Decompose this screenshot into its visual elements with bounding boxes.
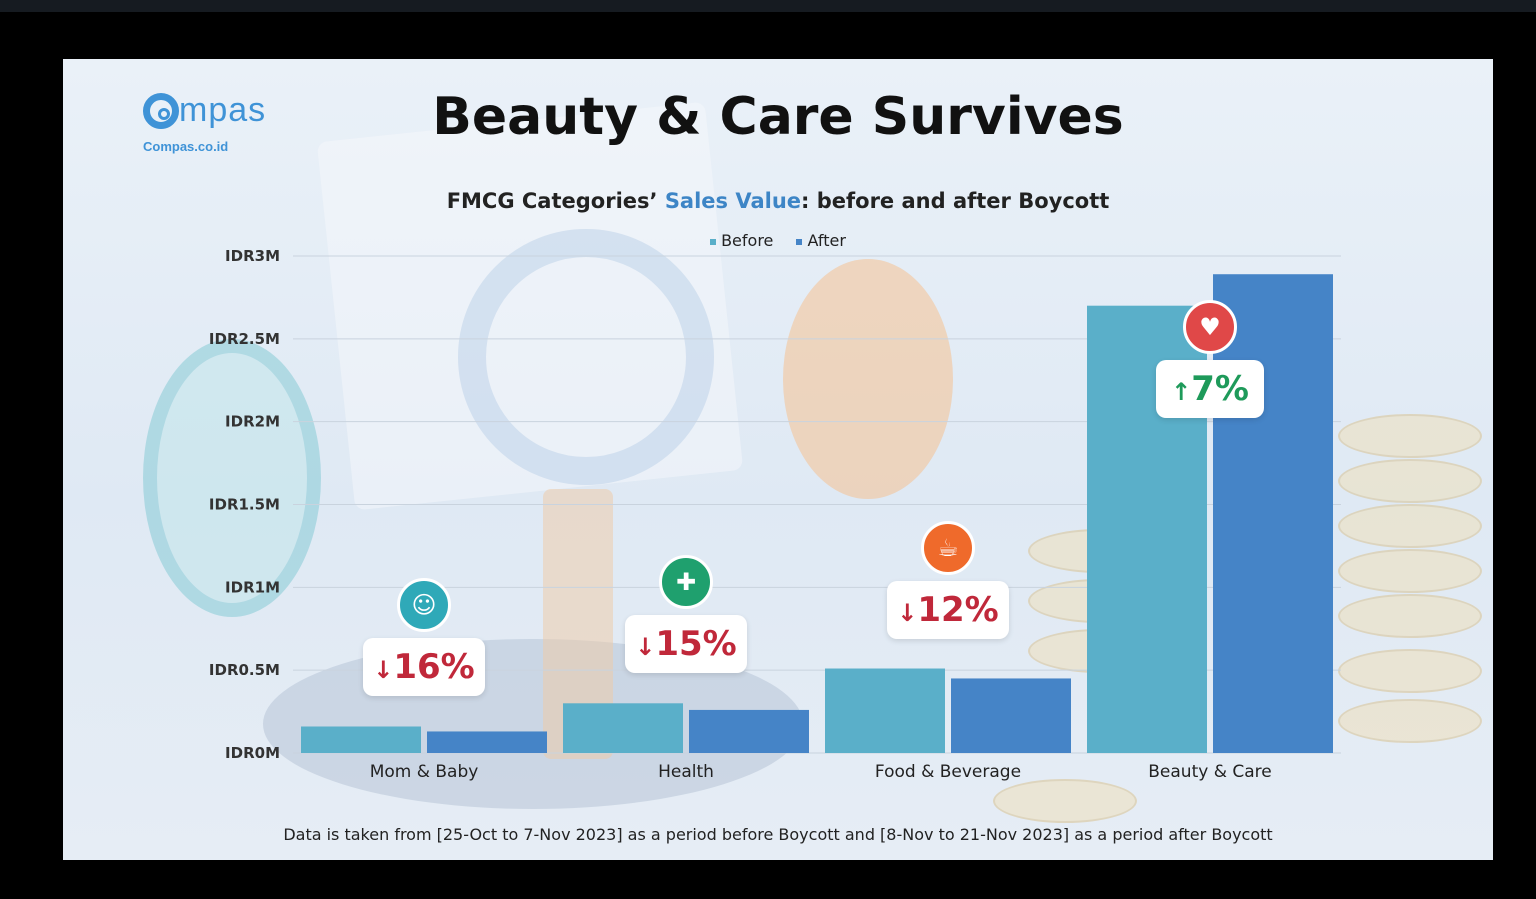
change-badge: ↓12% (887, 580, 1009, 639)
chart-legend: Before After (63, 231, 1493, 250)
background-megaphone-right (783, 259, 953, 499)
x-tick-label: Mom & Baby (370, 762, 479, 782)
y-tick-label: IDR2.5M (209, 330, 280, 348)
arrow-down-icon: ↓ (635, 633, 656, 662)
health-icon: ✚ (659, 555, 713, 610)
bar-before (563, 703, 683, 753)
bar-before (825, 668, 945, 753)
legend-item-before: Before (710, 231, 773, 250)
legend-swatch-before (710, 238, 717, 245)
background-coin (1338, 594, 1482, 638)
arrow-down-icon: ↓ (373, 656, 394, 685)
background-coin (1338, 414, 1482, 458)
bar-after (1213, 274, 1333, 753)
y-tick-label: IDR0.5M (209, 661, 280, 679)
background-coin (1338, 699, 1482, 743)
legend-label-after: After (807, 231, 846, 250)
bar-after (689, 709, 809, 753)
legend-swatch-after (796, 238, 803, 245)
food-icon: ☕ (921, 520, 975, 575)
y-tick-label: IDR1M (225, 578, 280, 596)
bar-after (427, 731, 547, 753)
background-coin (1338, 649, 1482, 693)
y-tick-label: IDR0M (225, 744, 280, 762)
bar-before (301, 726, 421, 753)
bar-after (951, 678, 1071, 753)
change-badge: ↑7% (1156, 359, 1264, 418)
x-tick-label: Food & Beverage (875, 762, 1021, 782)
change-percent: 7% (1191, 368, 1249, 409)
background-coin (1338, 549, 1482, 593)
logo-wordmark: mpas (179, 91, 267, 129)
subtitle-suffix: : before and after Boycott (801, 189, 1110, 213)
background-coin (993, 779, 1137, 823)
change-percent: 15% (655, 624, 737, 665)
arrow-up-icon: ↑ (1171, 377, 1192, 406)
legend-label-before: Before (721, 231, 774, 250)
logo-url: Compas.co.id (143, 139, 229, 154)
baby-icon: ☺ (397, 578, 451, 633)
background-coin (1338, 459, 1482, 503)
beauty-icon: ♥ (1183, 299, 1237, 354)
change-percent: 16% (393, 647, 475, 688)
arrow-down-icon: ↓ (897, 598, 918, 627)
y-tick-label: IDR2M (225, 413, 280, 431)
x-tick-label: Health (658, 762, 714, 782)
page-title: Beauty & Care Survives (432, 87, 1124, 147)
window-top-strip (0, 0, 1536, 12)
data-source-footnote: Data is taken from [25-Oct to 7-Nov 2023… (283, 825, 1273, 844)
subtitle-highlight: Sales Value (664, 189, 802, 213)
subtitle-prefix: FMCG Categories’ (446, 189, 665, 213)
y-tick-label: IDR3M (225, 247, 280, 265)
compas-logo-icon (143, 93, 179, 129)
bar-chart: IDR0M IDR0.5M IDR1M IDR1.5M IDR2M IDR2.5M IDR3… (209, 247, 1341, 782)
x-tick-label: Beauty & Care (1148, 762, 1271, 782)
change-badge: ↓15% (625, 615, 747, 674)
background-coin (1338, 504, 1482, 548)
change-badge: ↓16% (363, 638, 485, 697)
infographic-card: mpas Compas.co.id Beauty & Care Survives… (63, 59, 1493, 860)
chart-subtitle: FMCG Categories’ Sales Value: before and… (63, 189, 1493, 213)
change-percent: 12% (917, 589, 999, 630)
legend-item-after: After (796, 231, 846, 250)
y-tick-label: IDR1.5M (209, 496, 280, 514)
